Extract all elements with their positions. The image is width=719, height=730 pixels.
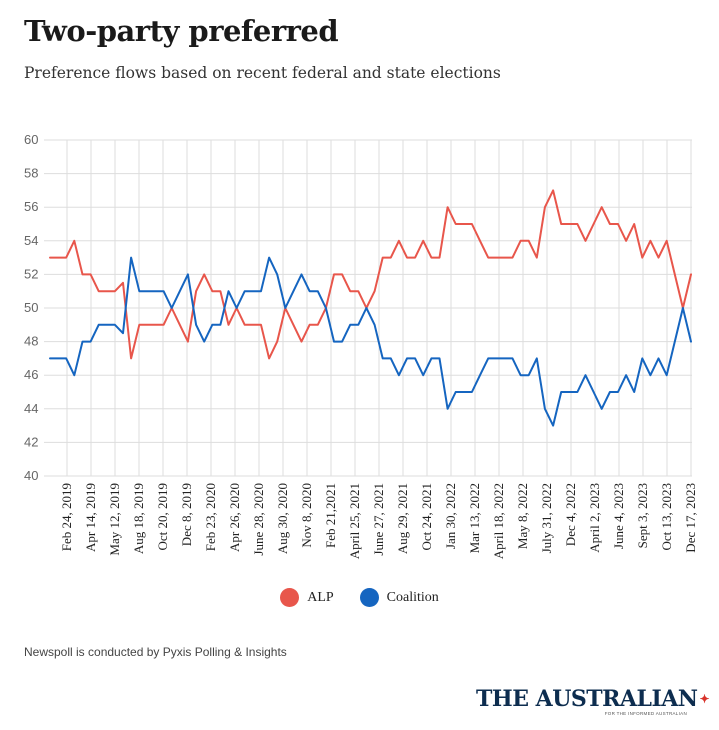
- series-line-alp: [49, 189, 692, 360]
- y-tick-label: 40: [24, 468, 38, 483]
- y-tick-label: 56: [24, 199, 38, 214]
- chart-legend: ALP Coalition: [0, 588, 719, 607]
- x-tick-label: Dec 8, 2019: [179, 483, 194, 546]
- x-tick-label: Aug 30, 2020: [275, 483, 290, 554]
- x-tick-label: Jan 30, 2022: [443, 483, 458, 549]
- y-tick-label: 60: [24, 132, 38, 147]
- logo-tagline: FOR THE INFORMED AUSTRALIAN: [604, 711, 687, 716]
- y-tick-label: 50: [24, 300, 38, 315]
- x-tick-label: Aug 29, 2021: [395, 483, 410, 554]
- y-tick-label: 52: [24, 266, 38, 281]
- x-tick-label: Dec 4, 2022: [563, 483, 578, 546]
- y-tick-label: 42: [24, 434, 38, 449]
- x-tick-label: May 8, 2022: [515, 483, 530, 549]
- the-australian-logo[interactable]: THE AUSTRALIAN ✦ FOR THE INFORMED AUSTRAL…: [476, 687, 709, 716]
- x-tick-label: Feb 23, 2020: [203, 483, 218, 551]
- x-tick-label: Dec 17, 2023: [683, 483, 698, 553]
- x-tick-label: Nov 8, 2020: [299, 483, 314, 548]
- x-tick-label: Feb 21,2021: [323, 483, 338, 548]
- x-tick-label: Oct 24, 2021: [419, 483, 434, 551]
- y-tick-label: 48: [24, 334, 38, 349]
- x-tick-label: May 12, 2019: [107, 483, 122, 556]
- legend-label-alp: ALP: [307, 589, 334, 605]
- chart-subtitle: Preference flows based on recent federal…: [24, 64, 501, 82]
- legend-label-coalition: Coalition: [386, 589, 439, 605]
- x-tick-label: June 4, 2023: [611, 483, 626, 549]
- alp-color-dot: [280, 588, 300, 607]
- x-tick-label: Mar 13, 2022: [467, 483, 482, 553]
- logo-star-icon: ✦: [699, 692, 709, 706]
- y-tick-label: 54: [24, 233, 38, 248]
- y-tick-label: 58: [24, 166, 38, 181]
- y-tick-label: 44: [24, 401, 38, 416]
- x-tick-label: April 2, 2023: [587, 483, 602, 553]
- legend-item-alp[interactable]: ALP: [280, 588, 334, 607]
- x-tick-label: Apr 14, 2019: [83, 483, 98, 552]
- series-line-coalition: [49, 256, 692, 427]
- x-tick-label: April 25, 2021: [347, 483, 362, 559]
- x-tick-label: Sept 3, 2023: [635, 483, 650, 548]
- x-tick-label: Apr 26, 2020: [227, 483, 242, 552]
- legend-item-coalition[interactable]: Coalition: [359, 588, 439, 607]
- x-tick-label: June 28, 2020: [251, 483, 266, 556]
- two-party-preferred-chart: 40 42 44 46 48 50 52 54 56 58 60 Feb 24, 2019 Apr 1…: [24, 132, 698, 559]
- x-tick-label: Aug 18, 2019: [131, 483, 146, 554]
- x-tick-label: July 31, 2022: [539, 483, 554, 553]
- x-tick-label: Oct 20, 2019: [155, 483, 170, 551]
- chart-title: Two-party preferred: [24, 14, 339, 48]
- x-tick-label: June 27, 2021: [371, 483, 386, 556]
- x-tick-label: Oct 13, 2023: [659, 483, 674, 551]
- x-tick-label: April 18, 2022: [491, 483, 506, 559]
- coalition-color-dot: [359, 588, 379, 607]
- logo-wordmark: THE AUSTRALIAN: [476, 686, 698, 712]
- x-tick-label: Feb 24, 2019: [59, 483, 74, 551]
- source-note: Newspoll is conducted by Pyxis Polling &…: [24, 645, 287, 659]
- y-tick-label: 46: [24, 367, 38, 382]
